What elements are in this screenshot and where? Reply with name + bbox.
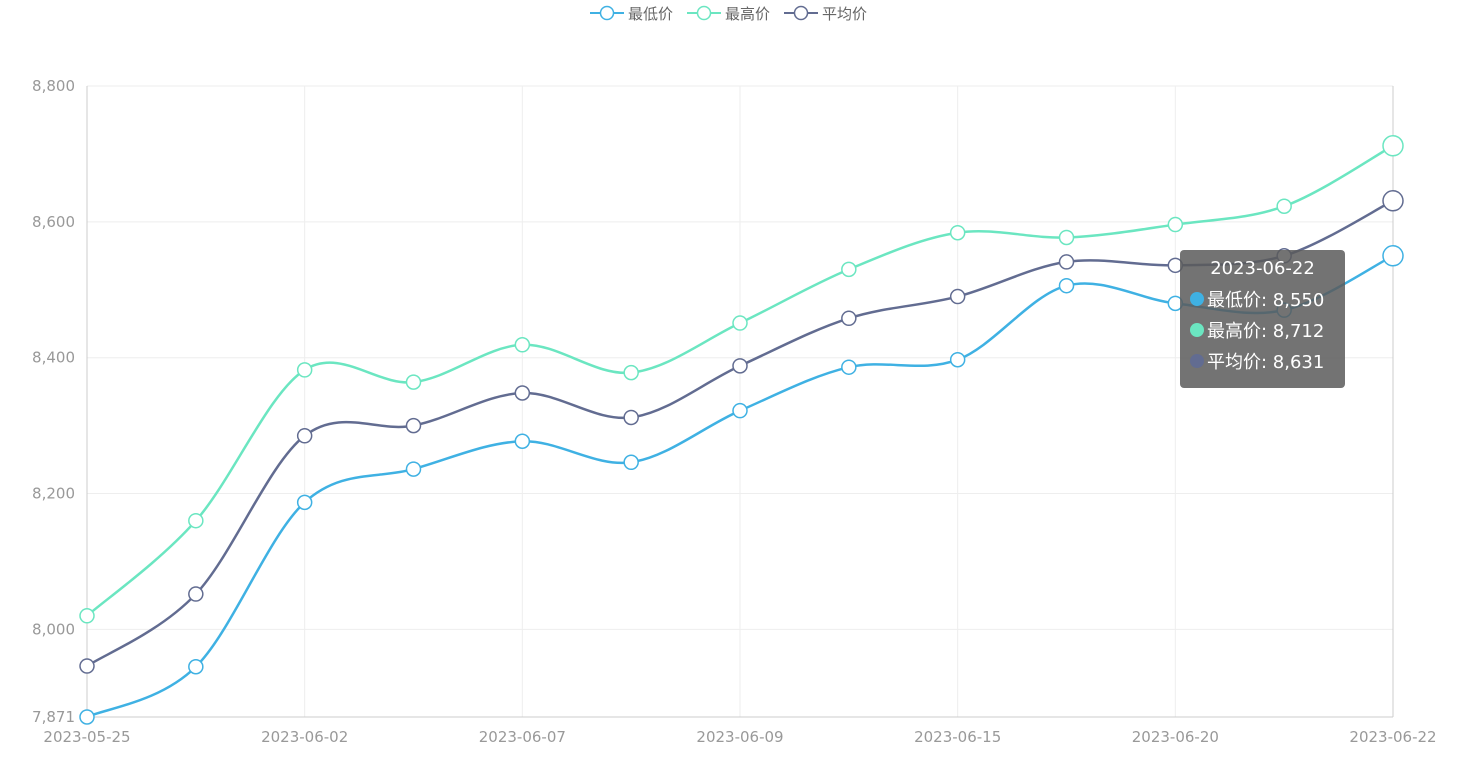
tooltip-max-value: 最高价: 8,712 (1207, 320, 1325, 342)
axes: 7,871 8,000 8,200 8,400 8,600 8,800 2023-05-25… (32, 77, 1437, 746)
data-point-avg (79, 658, 95, 674)
y-tick-label: 8,600 (32, 213, 75, 231)
data-point-min (732, 402, 748, 419)
data-point-max (1167, 216, 1184, 233)
data-point-min (949, 351, 966, 368)
y-tick-label: 8,400 (32, 349, 75, 367)
data-point-avg (841, 310, 857, 327)
data-point-min (623, 454, 639, 471)
data-point-avg (623, 409, 639, 426)
tooltip-row-avg: 平均价: 8,631 (1190, 345, 1335, 376)
tooltip-avg-dot-icon (1190, 353, 1204, 368)
y-tick-label: 7,871 (32, 708, 75, 726)
data-point-max (1382, 135, 1404, 157)
tooltip-avg-value: 平均价: 8,631 (1207, 351, 1325, 373)
data-point-max (623, 364, 639, 381)
data-point-avg (1058, 254, 1075, 270)
data-point-min (79, 709, 95, 725)
x-tick-label: 2023-06-07 (479, 728, 566, 746)
legend-avg-icon (784, 5, 818, 21)
tooltip-row-max: 最高价: 8,712 (1190, 314, 1335, 345)
data-point-avg (405, 417, 422, 434)
data-point-max (514, 337, 531, 353)
y-tick-label: 8,200 (32, 485, 75, 503)
data-point-min (1058, 277, 1075, 294)
legend-max-icon (686, 5, 721, 21)
data-point-min (405, 461, 422, 477)
data-point-max (1276, 198, 1292, 214)
x-tick-label: 2023-06-02 (261, 728, 348, 746)
chart-tooltip: 2023-06-22 最低价: 8,550 最高价: 8,712 平均价: 8,… (1180, 250, 1345, 388)
data-point-max (1058, 229, 1075, 246)
y-tick-label: 8,800 (32, 77, 75, 95)
data-point-max (405, 374, 422, 390)
legend-item-max[interactable]: 最高价 (686, 3, 770, 24)
data-point-max (296, 362, 313, 378)
data-point-avg (732, 358, 748, 374)
data-point-min (514, 433, 531, 449)
data-point-max (841, 261, 857, 278)
data-point-avg (949, 288, 966, 305)
x-tick-label: 2023-06-09 (696, 728, 783, 746)
tooltip-row-min: 最低价: 8,550 (1190, 283, 1335, 314)
x-tick-label: 2023-05-25 (43, 728, 130, 746)
tooltip-min-dot-icon (1190, 291, 1204, 306)
data-point-avg (188, 586, 204, 602)
data-point-min (296, 494, 313, 511)
legend-item-avg[interactable]: 平均价 (784, 3, 867, 24)
data-point-min (841, 359, 857, 375)
grid-lines (87, 85, 1393, 717)
data-point-avg (296, 428, 313, 444)
y-tick-label: 8,000 (32, 620, 75, 638)
data-point-avg (514, 385, 531, 401)
data-point-min (1382, 245, 1404, 267)
x-tick-label: 2023-06-20 (1132, 728, 1219, 746)
data-point-avg (1382, 190, 1404, 212)
x-tick-label: 2023-06-15 (914, 728, 1001, 746)
tooltip-min-value: 最低价: 8,550 (1207, 289, 1325, 311)
data-point-max (79, 608, 95, 624)
tooltip-max-dot-icon (1190, 322, 1204, 337)
tooltip-title: 2023-06-22 (1210, 258, 1315, 279)
data-point-max (188, 512, 204, 529)
data-point-min (188, 658, 204, 675)
x-tick-label: 2023-06-22 (1349, 728, 1436, 746)
legend-label-max: 最高价 (724, 4, 770, 23)
data-point-max (732, 315, 748, 331)
chart-legend: 最低价 最高价 平均价 (0, 0, 1457, 26)
legend-min-icon (589, 5, 624, 21)
data-points (79, 135, 1404, 725)
legend-item-min[interactable]: 最低价 (589, 3, 673, 24)
legend-label-min: 最低价 (627, 4, 673, 23)
legend-label-avg: 平均价 (822, 4, 868, 23)
data-point-max (949, 224, 966, 241)
